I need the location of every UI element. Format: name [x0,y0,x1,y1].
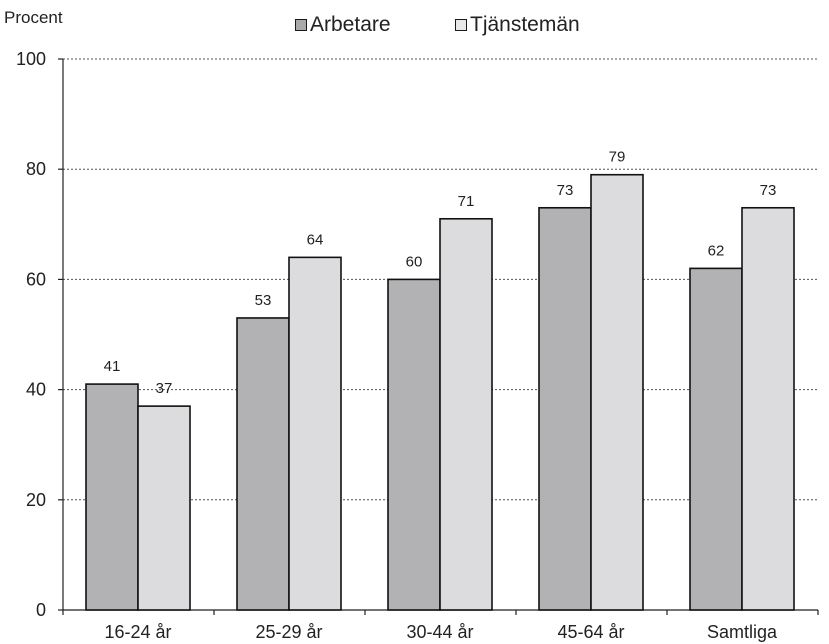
x-category-label-1: 25-29 år [255,622,322,642]
legend-item-arbetare: Arbetare [295,13,391,37]
bar-tjänstemän-4 [741,206,795,611]
bar-arbetare-0 [85,383,139,611]
y-axis-label: Procent [4,8,63,27]
bar-arbetare-4 [689,267,743,611]
data-label-tjänstemän-0: 37 [156,380,173,397]
y-tick-label-100: 100 [16,49,46,69]
x-category-label-3: 45-64 år [557,622,624,642]
y-tick-label-0: 0 [36,600,46,620]
data-label-arbetare-3: 73 [557,182,574,199]
data-label-arbetare-1: 53 [255,292,272,309]
y-tick-label-80: 80 [26,159,46,179]
bar-arbetare-3 [538,206,592,611]
data-label-tjänstemän-2: 71 [458,193,475,210]
legend-swatch-arbetare [295,19,307,31]
data-label-arbetare-0: 41 [104,358,121,375]
data-label-tjänstemän-1: 64 [307,231,324,248]
bar-tjänstemän-0 [137,405,191,611]
legend-label-tjanstemän: Tjänstemän [470,13,580,36]
y-tick-label-40: 40 [26,380,46,400]
data-label-tjänstemän-3: 79 [609,149,626,166]
x-category-label-4: Samtliga [707,622,778,642]
bar-arbetare-1 [236,317,290,611]
legend-label-arbetare: Arbetare [310,13,391,36]
x-category-label-0: 16-24 år [104,622,171,642]
data-label-arbetare-2: 60 [406,253,423,270]
bar-tjänstemän-1 [288,256,342,611]
x-category-label-2: 30-44 år [406,622,473,642]
legend: Arbetare Tjänstemän [0,13,829,39]
y-tick-label-20: 20 [26,490,46,510]
data-label-tjänstemän-4: 73 [760,182,777,199]
bar-tjänstemän-2 [439,217,493,611]
y-tick-label-60: 60 [26,269,46,289]
bar-tjänstemän-3 [590,173,644,611]
legend-swatch-tjanstemän [455,19,467,31]
data-label-arbetare-4: 62 [708,242,725,259]
bar-arbetare-2 [387,278,441,611]
legend-item-tjanstemän: Tjänstemän [455,13,580,37]
